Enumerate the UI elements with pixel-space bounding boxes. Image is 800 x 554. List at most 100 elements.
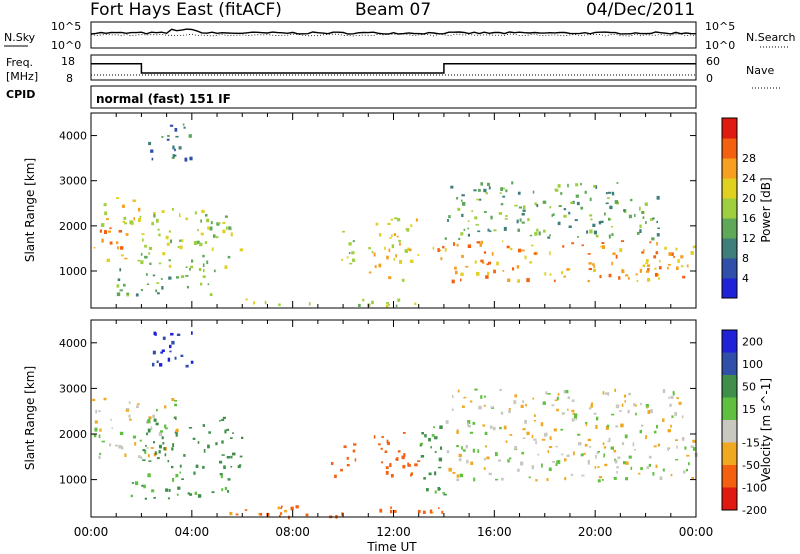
echo-cell [420,455,425,458]
echo-cell [525,403,527,407]
echo-cell [456,478,460,482]
echo-cell [628,214,632,219]
echo-cell [148,252,151,255]
echo-cell [542,200,547,204]
echo-cell [95,409,98,414]
echo-cell [448,215,451,219]
echo-cell [170,332,174,336]
echo-cell [580,206,584,210]
echo-cell [173,400,177,402]
echo-cell [407,464,411,467]
echo-cell [547,236,551,239]
echo-cell [176,276,179,279]
echo-cell [227,255,231,259]
power-echo-layer [93,123,696,308]
colorbar-swatch [722,198,737,219]
echo-cell [125,233,129,236]
echo-cell [655,251,659,255]
echo-cell [615,425,619,428]
echo-cell [116,292,121,297]
echo-cell [428,437,431,442]
echo-cell [587,460,590,465]
echo-cell [684,446,687,450]
time-tick-label: 12:00 [376,525,411,539]
echo-cell [118,444,122,449]
echo-cell [656,233,660,237]
echo-cell [385,470,389,475]
echo-cell [389,463,392,467]
velocity-colorbar-label: Velocity [m s^-1] [759,378,773,482]
echo-cell [194,211,197,215]
echo-cell [571,399,575,403]
echo-cell [397,218,401,222]
echo-cell [647,278,651,282]
echo-cell [624,434,628,439]
echo-cell [139,215,142,219]
echo-cell [457,389,460,393]
echo-cell [518,248,522,253]
echo-cell [137,259,141,262]
echo-cell [379,508,383,513]
echo-cell [401,455,405,460]
echo-cell [122,220,125,223]
echo-cell [207,444,210,449]
echo-cell [144,255,148,259]
echo-cell [202,263,205,267]
echo-cell [674,412,678,416]
echo-cell [607,191,612,194]
echo-cell [438,507,440,509]
echo-cell [664,246,667,250]
echo-cell [477,449,480,453]
echo-cell [194,491,197,495]
echo-cell [526,431,530,436]
echo-cell [156,218,159,223]
echo-cell [390,506,392,509]
echo-cell [555,463,558,466]
echo-cell [230,455,233,459]
echo-cell [129,220,133,225]
echo-cell [514,394,517,398]
nsearch-trace [90,33,697,37]
echo-cell [467,233,470,237]
echo-cell [144,244,147,248]
nsky-trace [90,28,697,35]
echo-cell [93,247,96,249]
echo-cell [502,270,505,272]
echo-cell [334,474,337,478]
echo-cell [434,471,437,476]
echo-cell [639,206,641,211]
echo-cell [158,450,161,454]
echo-cell [499,388,502,392]
echo-cell [458,458,462,462]
echo-cell [215,236,219,239]
echo-cell [210,221,213,225]
echo-cell [508,457,512,460]
echo-cell [227,490,230,493]
echo-cell [391,234,393,238]
echo-cell [501,477,504,481]
echo-cell [125,408,130,410]
echo-cell [480,182,483,186]
echo-cell [647,410,651,414]
echo-cell [215,442,218,446]
echo-cell [151,157,154,161]
echo-cell [349,262,353,265]
echo-cell [563,390,566,394]
echo-cell [671,252,674,256]
echo-cell [668,396,670,399]
echo-cell [139,439,142,442]
echo-cell [390,218,393,221]
echo-cell [202,424,205,427]
colorbar-tick-label: 20 [742,192,756,205]
echo-cell [634,449,636,451]
echo-cell [424,434,427,438]
echo-cell [399,259,403,264]
power-panel: 1000 2000 3000 4000 Slant Range [km] 4 8 12 16… [23,112,773,309]
echo-cell [658,277,661,280]
echo-cell [541,438,546,441]
echo-cell [437,248,440,252]
echo-cell [177,246,180,248]
echo-cell [207,226,210,230]
colorbar-tick-label: 8 [742,252,749,265]
echo-cell [535,479,538,482]
